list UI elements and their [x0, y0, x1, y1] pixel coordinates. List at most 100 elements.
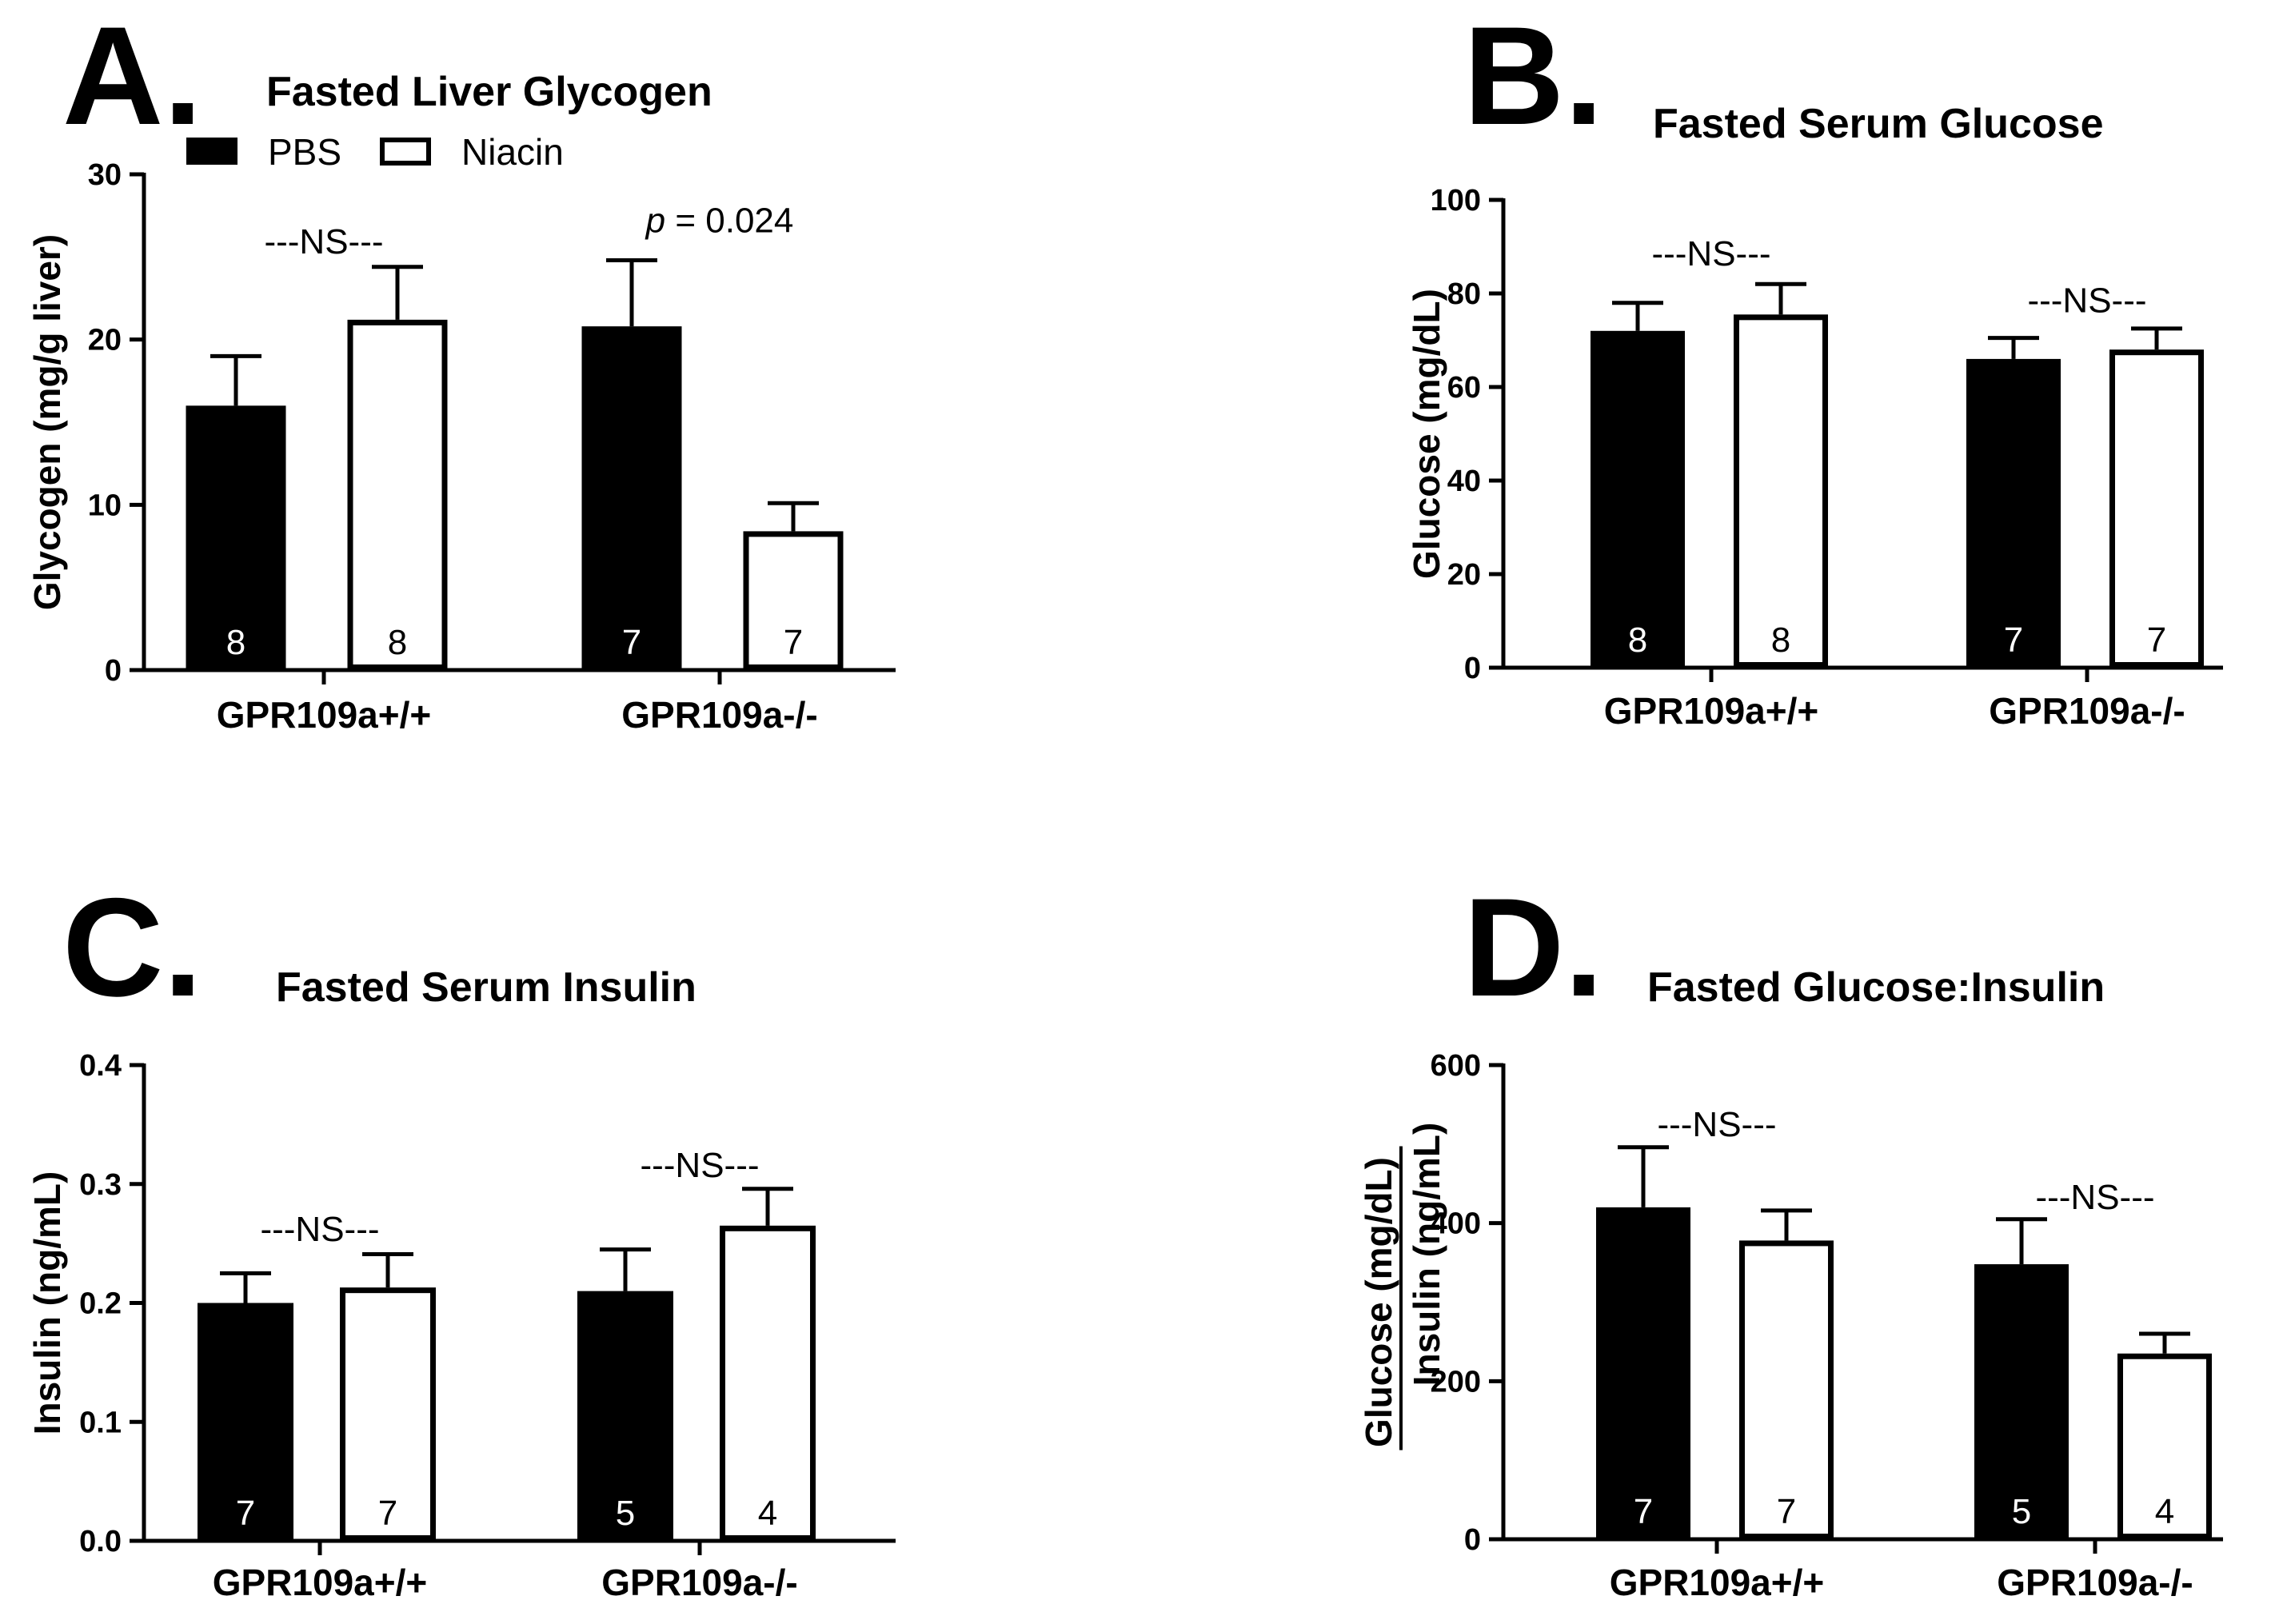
- panel-c-bar-pbs: [198, 1303, 293, 1541]
- panel-c-bar-niacin: [340, 1287, 436, 1541]
- panel-d-letter: D.: [1463, 870, 1603, 1026]
- panel-b-bar-pbs: [1966, 358, 2061, 668]
- legend-pbs-swatch: [186, 138, 237, 165]
- panel-c-y-tick-label: 0.1: [79, 1406, 122, 1439]
- panel-d-y-tick-label: 600: [1431, 1049, 1481, 1083]
- panel-d-y-axis-label-numerator-unit: (mg/dL): [1358, 1157, 1399, 1292]
- panel-c-letter: C.: [62, 870, 202, 1026]
- panel-a-letter: A.: [62, 0, 202, 154]
- panel-d-n-label: 4: [2155, 1492, 2174, 1531]
- panel-b-n-label: 7: [2004, 620, 2023, 660]
- panel-a-bar-pbs: [186, 405, 286, 670]
- panel-b: B. Fasted Serum Glucose 0 20 40 60 80 100 GPR109…: [1406, 0, 2223, 732]
- panel-c-annotation-text: ---NS---: [640, 1146, 759, 1185]
- panel-d-group-label: GPR109a+/+: [1610, 1562, 1825, 1603]
- panel-a-y-tick-label: 30: [88, 158, 122, 192]
- panel-b-y-tick-label: 80: [1447, 277, 1481, 311]
- panel-d-annotation-text: ---NS---: [2035, 1178, 2154, 1217]
- panel-a-annotation-text: ---NS---: [264, 222, 383, 261]
- panel-a-title: Fasted Liver Glycogen: [266, 69, 712, 115]
- panel-b-annotation: ---NS---: [2027, 281, 2146, 320]
- panel-b-annotation: ---NS---: [1651, 234, 1770, 273]
- panel-b-bar-niacin: [1734, 314, 1828, 668]
- panel-d-n-label: 7: [1634, 1492, 1653, 1531]
- panel-b-letter: B.: [1463, 0, 1603, 154]
- panel-c-group-label: GPR109a-/-: [601, 1562, 797, 1603]
- panel-a-annotation: ---NS---: [264, 222, 383, 261]
- panel-b-title: Fasted Serum Glucose: [1653, 101, 2104, 147]
- panel-a-bar-niacin: [347, 319, 448, 670]
- panel-d-bar-pbs: [1596, 1207, 1690, 1539]
- legend-niacin-swatch: [380, 138, 431, 166]
- panel-c-bar-pbs: [577, 1291, 673, 1541]
- panel-b-annotation-text: ---NS---: [2027, 281, 2146, 320]
- panel-a-y-tick-label: 0: [105, 654, 122, 688]
- panel-c-y-tick-label: 0.2: [79, 1287, 122, 1321]
- panel-a-y-tick-label: 20: [88, 324, 122, 357]
- panel-b-annotation-text: ---NS---: [1651, 234, 1770, 273]
- panel-d-y-tick-label: 200: [1431, 1365, 1481, 1399]
- panel-a-annotation-p: p: [645, 201, 665, 240]
- panel-d-bar-niacin: [1739, 1240, 1834, 1540]
- panel-b-n-label: 8: [1628, 620, 1647, 660]
- panel-a-group-label: GPR109a-/-: [621, 694, 817, 736]
- panel-d-annotation: ---NS---: [1657, 1105, 1776, 1144]
- panel-d-bar-niacin: [2117, 1353, 2212, 1540]
- panel-b-bar-pbs: [1591, 330, 1685, 668]
- panel-b-y-tick-label: 60: [1447, 371, 1481, 405]
- panel-d-group-label: GPR109a-/-: [1997, 1562, 2193, 1603]
- panel-c-n-label: 5: [616, 1494, 635, 1533]
- panel-d-n-label: 5: [2012, 1492, 2031, 1531]
- legend-pbs-label: PBS: [268, 131, 341, 173]
- panel-d-y-tick-label: 0: [1464, 1523, 1481, 1557]
- panel-d-annotation: ---NS---: [2035, 1178, 2154, 1217]
- panel-d: D. Fasted Glucose:Insulin 0 200 400 600 GPR109…: [1358, 870, 2223, 1603]
- panel-b-group-label: GPR109a+/+: [1604, 690, 1819, 732]
- panel-a-annotation-text: = 0.024: [665, 201, 793, 240]
- panel-c-y-tick-label: 0.4: [79, 1049, 122, 1083]
- panel-c-n-label: 7: [236, 1494, 255, 1533]
- panel-b-n-label: 8: [1771, 620, 1790, 660]
- panel-b-y-tick-label: 0: [1464, 652, 1481, 685]
- panel-d-y-axis-label-numerator-main: Glucose: [1358, 1292, 1399, 1447]
- panel-b-y-tick-label: 100: [1431, 184, 1481, 217]
- panel-a: A. Fasted Liver Glycogen 0 10 20 30 GPR109a+/+…: [26, 0, 896, 736]
- panel-a-y-axis-label: Glycogen (mg/g liver): [26, 234, 68, 610]
- panel-b-group-label: GPR109a-/-: [1989, 690, 2185, 732]
- legend: PBS Niacin: [186, 131, 564, 173]
- panel-c-annotation: ---NS---: [260, 1210, 379, 1249]
- panel-a-n-label: 7: [784, 623, 803, 662]
- panel-c-bar-niacin: [720, 1225, 816, 1541]
- panel-c-annotation-text: ---NS---: [260, 1210, 379, 1249]
- panel-a-bar-niacin: [743, 531, 844, 671]
- panel-a-y-tick-label: 10: [88, 489, 122, 522]
- panel-d-y-axis-label-numerator: Glucose (mg/dL): [1358, 1157, 1399, 1447]
- panel-a-n-label: 7: [622, 623, 641, 662]
- panel-c-y-axis-label: Insulin (ng/mL): [26, 1171, 68, 1435]
- panel-c-title: Fasted Serum Insulin: [276, 964, 696, 1011]
- panel-c-annotation: ---NS---: [640, 1146, 759, 1185]
- panel-c-n-label: 4: [758, 1494, 777, 1533]
- panel-a-annotation: p = 0.024: [645, 201, 794, 240]
- panel-b-bar-niacin: [2109, 349, 2204, 668]
- panel-a-group-label: GPR109a+/+: [217, 694, 432, 736]
- panel-b-y-tick-label: 20: [1447, 558, 1481, 592]
- panel-d-annotation-text: ---NS---: [1657, 1105, 1776, 1144]
- panel-c-y-tick-label: 0.0: [79, 1525, 122, 1558]
- panel-d-y-tick-label: 400: [1431, 1207, 1481, 1241]
- legend-niacin-label: Niacin: [461, 131, 564, 173]
- panel-b-y-tick-label: 40: [1447, 465, 1481, 498]
- panel-a-n-label: 8: [388, 623, 407, 662]
- panel-d-y-axis-label-denominator: Insulin (ng/mL): [1406, 1123, 1447, 1387]
- panel-b-y-axis-label: Glucose (mg/dL): [1406, 289, 1447, 579]
- panel-a-bar-pbs: [581, 326, 682, 670]
- panel-d-n-label: 7: [1777, 1492, 1796, 1531]
- panel-d-bar-pbs: [1974, 1264, 2069, 1539]
- panel-d-title: Fasted Glucose:Insulin: [1647, 964, 2105, 1011]
- panel-c-group-label: GPR109a+/+: [213, 1562, 428, 1603]
- panel-c: C. Fasted Serum Insulin 0.0 0.1 0.2 0.3 0.4 GPR…: [26, 870, 896, 1603]
- panel-a-n-label: 8: [226, 623, 245, 662]
- panel-c-n-label: 7: [378, 1494, 397, 1533]
- panel-b-n-label: 7: [2147, 620, 2166, 660]
